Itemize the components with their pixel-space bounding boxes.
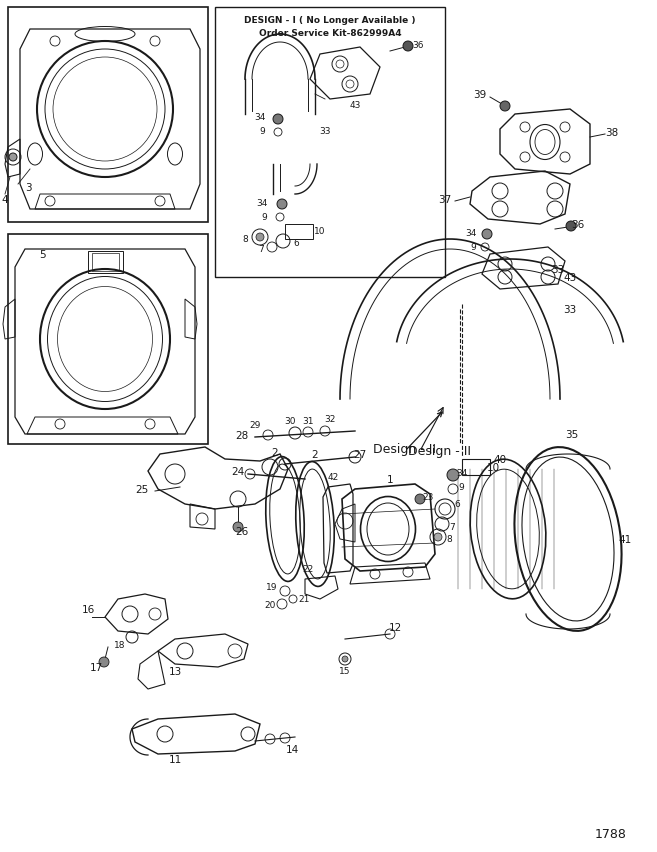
Bar [8, 234, 208, 445]
Text: 19: 19 [266, 583, 278, 592]
Text: 41: 41 [618, 534, 631, 544]
Text: 9: 9 [259, 127, 265, 136]
Text: 9: 9 [470, 242, 476, 251]
Text: 39: 39 [474, 90, 487, 100]
Text: 16: 16 [81, 604, 95, 614]
Text: 10: 10 [314, 227, 326, 236]
Text: 34: 34 [457, 469, 468, 478]
Text: 1788: 1788 [595, 827, 627, 841]
Circle shape [415, 494, 425, 504]
Circle shape [403, 42, 413, 52]
Circle shape [273, 115, 283, 125]
Text: 43: 43 [563, 273, 577, 283]
Text: 6: 6 [293, 239, 299, 247]
Text: 13: 13 [168, 666, 181, 676]
Bar [88, 251, 123, 273]
Text: 25: 25 [135, 485, 148, 494]
Text: 12: 12 [388, 622, 401, 632]
Bar [8, 8, 208, 222]
Text: 7: 7 [258, 245, 264, 254]
Text: 2: 2 [272, 447, 279, 458]
Text: 15: 15 [339, 667, 351, 676]
Text: 33: 33 [319, 127, 330, 136]
Text: 31: 31 [302, 416, 314, 425]
Text: 43: 43 [350, 101, 361, 109]
Circle shape [233, 522, 243, 532]
Text: 5: 5 [39, 250, 45, 260]
Text: 11: 11 [168, 754, 181, 764]
Circle shape [447, 469, 459, 481]
Text: 21: 21 [298, 595, 309, 604]
Text: 34: 34 [466, 229, 477, 239]
Text: 23: 23 [422, 493, 434, 502]
Text: 34: 34 [257, 199, 268, 208]
Text: 33: 33 [563, 305, 577, 314]
Circle shape [566, 222, 576, 232]
Text: 34: 34 [254, 113, 265, 123]
Text: 32: 32 [325, 415, 336, 424]
Circle shape [256, 233, 264, 242]
Text: 22: 22 [302, 565, 313, 574]
Text: 28: 28 [235, 430, 248, 440]
Circle shape [500, 102, 510, 112]
Circle shape [277, 199, 287, 210]
Circle shape [9, 154, 17, 162]
Text: 1: 1 [387, 475, 394, 485]
Text: 9: 9 [458, 483, 464, 492]
Bar [285, 225, 313, 239]
Text: DESIGN - I ( No Longer Available ): DESIGN - I ( No Longer Available ) [244, 15, 416, 25]
Text: Order Service Kit-862999A4: Order Service Kit-862999A4 [259, 28, 401, 37]
Text: 6: 6 [454, 500, 460, 509]
Text: 40: 40 [493, 454, 507, 464]
Text: 35: 35 [566, 429, 579, 440]
Text: 4: 4 [2, 195, 9, 204]
Text: 26: 26 [235, 527, 248, 537]
Text: 17: 17 [89, 662, 102, 672]
Circle shape [434, 533, 442, 541]
Text: 20: 20 [264, 600, 276, 609]
Text: Design - II: Design - II [373, 443, 436, 456]
Circle shape [99, 657, 109, 667]
Text: 29: 29 [249, 420, 261, 429]
Text: 42: 42 [327, 473, 338, 482]
Text: 8: 8 [242, 235, 248, 245]
Circle shape [342, 656, 348, 662]
Text: 36: 36 [412, 40, 424, 49]
Text: 18: 18 [114, 640, 125, 648]
Text: 33: 33 [551, 265, 564, 274]
Text: Design - II: Design - II [408, 445, 471, 458]
Text: 3: 3 [25, 183, 32, 193]
Text: 9: 9 [261, 212, 267, 222]
Text: 14: 14 [285, 744, 299, 754]
Text: 2: 2 [311, 450, 318, 459]
Bar [462, 459, 490, 475]
Circle shape [482, 230, 492, 239]
Text: 10: 10 [486, 463, 499, 473]
Text: 8: 8 [446, 535, 452, 544]
Text: 24: 24 [231, 466, 244, 476]
Text: 30: 30 [284, 417, 296, 426]
Text: 37: 37 [438, 195, 451, 204]
Text: 27: 27 [353, 450, 367, 459]
Text: 7: 7 [449, 522, 455, 531]
Text: 36: 36 [572, 220, 585, 230]
Bar [215, 8, 445, 278]
Text: 38: 38 [605, 128, 619, 138]
Bar [92, 254, 119, 272]
